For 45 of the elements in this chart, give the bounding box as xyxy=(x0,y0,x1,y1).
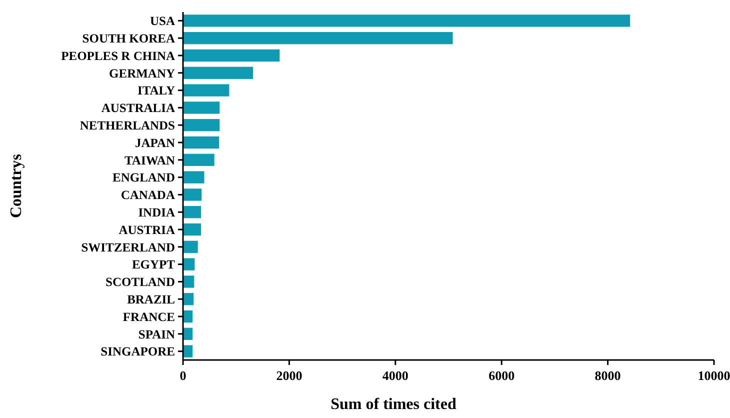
x-tick-label: 6000 xyxy=(488,368,515,383)
y-tick-label: BRAZIL xyxy=(127,292,175,306)
bar xyxy=(183,32,453,44)
bar xyxy=(183,223,202,236)
x-tick-label: 10000 xyxy=(698,368,730,383)
y-tick-label: TAIWAN xyxy=(124,153,175,168)
bar xyxy=(183,49,280,62)
x-tick-label: 0 xyxy=(180,368,186,383)
bar xyxy=(183,206,202,218)
y-tick-label: ENGLAND xyxy=(112,170,175,185)
y-tick-label: INDIA xyxy=(138,205,175,220)
y-tick-label: SPAIN xyxy=(138,327,175,342)
y-axis-title: Countrys xyxy=(8,154,25,218)
bar xyxy=(183,240,198,253)
y-tick-label: SWITZERLAND xyxy=(81,240,175,254)
y-tick-label: AUSTRIA xyxy=(118,222,175,237)
bar xyxy=(183,136,220,149)
x-tick-label: 8000 xyxy=(594,368,621,383)
y-tick-label: SOUTH KOREA xyxy=(82,31,175,46)
bar xyxy=(183,258,195,270)
y-tick-label: JAPAN xyxy=(134,136,175,150)
bar xyxy=(183,119,220,132)
y-tick-label: USA xyxy=(150,14,175,28)
bar xyxy=(183,84,230,96)
bar xyxy=(183,171,204,184)
y-tick-label: PEOPLES R CHINA xyxy=(61,48,175,63)
bar xyxy=(183,102,220,114)
bar xyxy=(183,66,254,79)
x-axis-title: Sum of times cited xyxy=(330,396,456,413)
y-tick-label: FRANCE xyxy=(122,310,175,324)
x-tick-label: 2000 xyxy=(276,368,302,383)
y-tick-label: SINGAPORE xyxy=(100,344,175,359)
y-tick-label: CANADA xyxy=(120,188,175,202)
x-tick-label: 4000 xyxy=(382,368,408,383)
y-tick-label: EGYPT xyxy=(132,258,176,272)
y-tick-label: NETHERLANDS xyxy=(80,118,176,132)
bar xyxy=(183,154,214,166)
y-tick-label: AUSTRALIA xyxy=(101,101,175,116)
bar xyxy=(183,188,202,201)
y-tick-label: SCOTLAND xyxy=(106,275,175,290)
bar xyxy=(183,14,630,27)
y-tick-label: ITALY xyxy=(137,84,175,98)
bar xyxy=(183,345,193,358)
y-tick-label: GERMANY xyxy=(109,66,175,80)
bar xyxy=(183,276,194,288)
